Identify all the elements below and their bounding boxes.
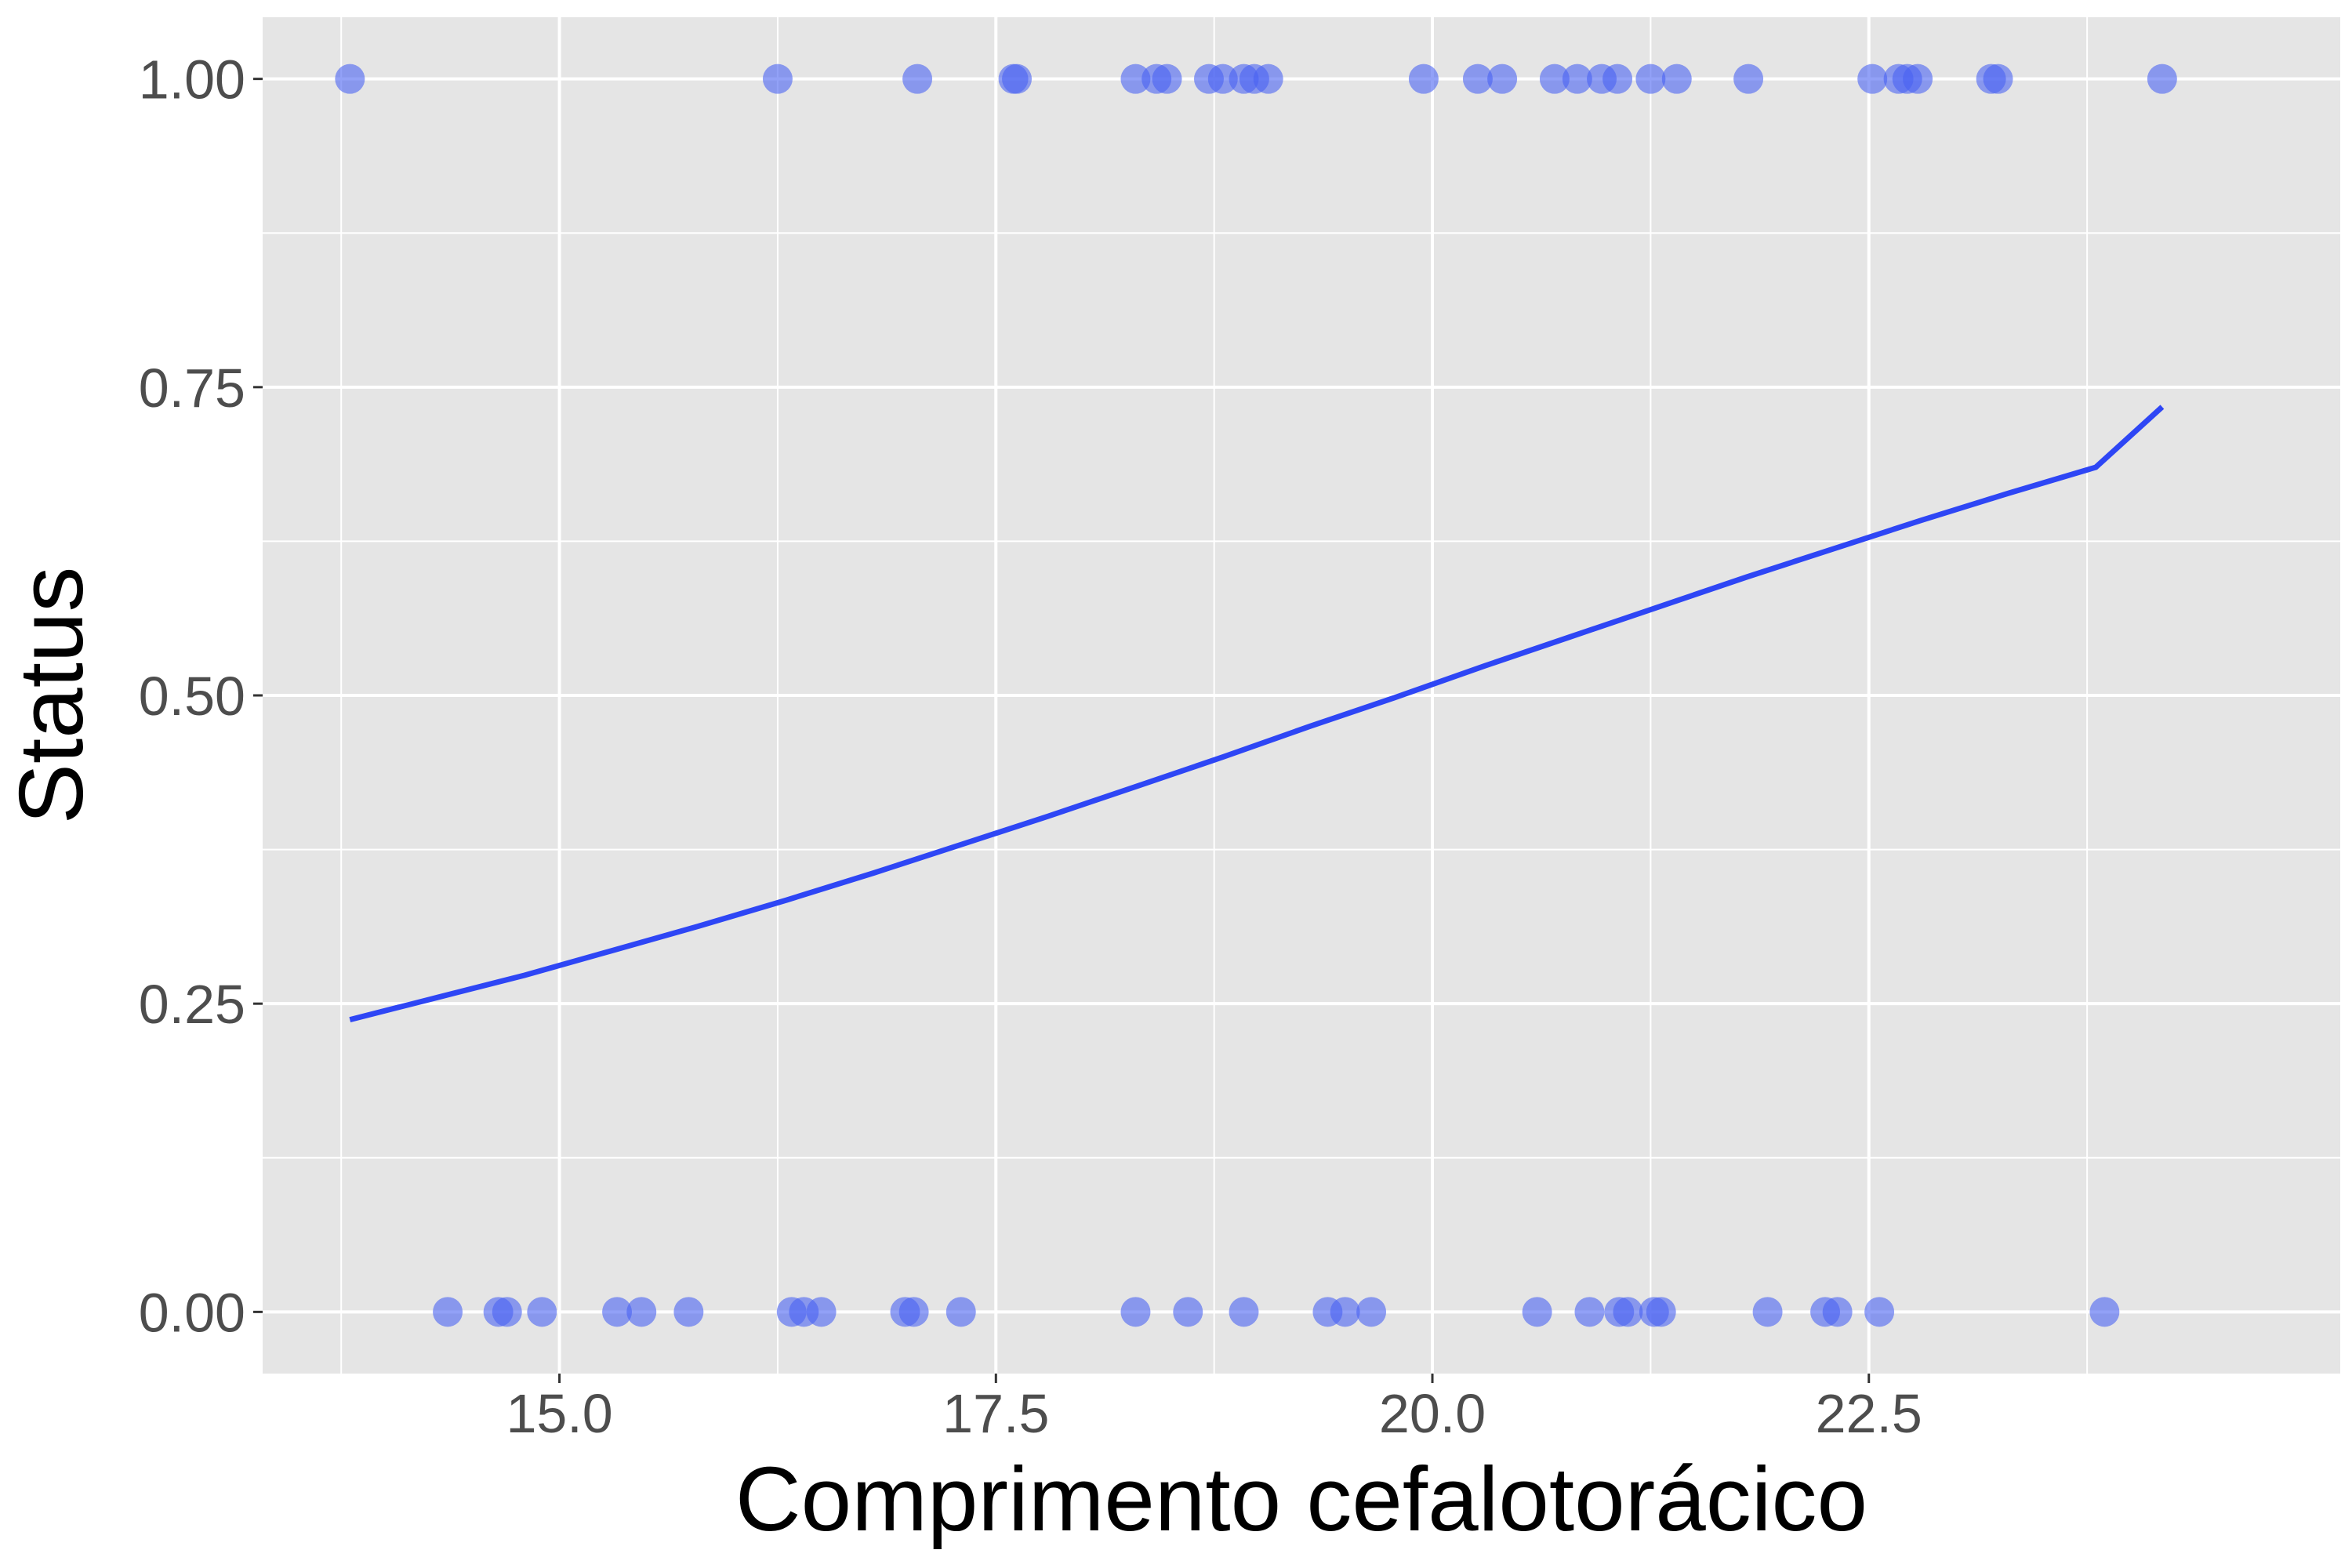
y-tick-label: 0.25: [139, 974, 245, 1035]
data-point: [762, 64, 793, 94]
data-point: [1207, 64, 1238, 94]
data-point: [1752, 1297, 1783, 1327]
x-tick-label: 20.0: [1379, 1383, 1486, 1444]
data-point: [527, 1297, 557, 1327]
data-point: [1733, 64, 1764, 94]
data-point: [602, 1297, 633, 1327]
data-point: [1822, 1297, 1853, 1327]
data-point: [1002, 64, 1033, 94]
x-axis-ticks: 15.0 17.5 20.0 22.5: [506, 1374, 1922, 1444]
data-point: [2089, 1297, 2120, 1327]
data-point: [1635, 64, 1666, 94]
data-point: [673, 1297, 704, 1327]
data-point: [1864, 1297, 1895, 1327]
data-point: [1330, 1297, 1360, 1327]
data-point: [1903, 64, 1933, 94]
fitted-curve: [349, 405, 2165, 1022]
data-point: [1574, 1297, 1605, 1327]
data-point: [1152, 64, 1182, 94]
data-point: [1487, 64, 1518, 94]
x-tick-label: 17.5: [942, 1383, 1049, 1444]
y-tick-label: 0.00: [139, 1282, 245, 1343]
data-point: [1983, 64, 2013, 94]
data-point: [1120, 1297, 1151, 1327]
major-gridlines: [263, 17, 2340, 1374]
data-point: [492, 1297, 522, 1327]
x-axis-title: Comprimento cefalotorácico: [735, 1448, 1867, 1550]
data-point: [1613, 1297, 1643, 1327]
data-point: [1661, 64, 1692, 94]
data-point: [1356, 1297, 1387, 1327]
data-point: [1646, 1297, 1676, 1327]
y-tick-label: 0.75: [139, 358, 245, 419]
data-point: [1229, 1297, 1259, 1327]
data-point: [335, 64, 365, 94]
data-point: [946, 1297, 976, 1327]
data-point: [1173, 1297, 1203, 1327]
data-point: [1562, 64, 1592, 94]
data-point: [1253, 64, 1283, 94]
data-point: [806, 1297, 837, 1327]
data-point: [626, 1297, 657, 1327]
data-point: [1522, 1297, 1552, 1327]
x-tick-label: 15.0: [506, 1383, 612, 1444]
data-point: [1857, 64, 1888, 94]
y-axis-title: Status: [0, 567, 102, 825]
data-point: [1408, 64, 1439, 94]
x-tick-label: 22.5: [1816, 1383, 1922, 1444]
data-point: [1539, 64, 1570, 94]
data-points: [335, 64, 2177, 1327]
y-tick-label: 0.50: [139, 666, 245, 727]
data-point: [1462, 64, 1493, 94]
data-point: [2147, 64, 2177, 94]
y-axis-ticks: 0.00 0.25 0.50 0.75 1.00: [139, 49, 263, 1343]
data-point: [902, 64, 933, 94]
data-point: [898, 1297, 929, 1327]
data-point: [1120, 64, 1151, 94]
data-point: [433, 1297, 463, 1327]
y-tick-label: 1.00: [139, 49, 245, 111]
data-point: [1602, 64, 1633, 94]
